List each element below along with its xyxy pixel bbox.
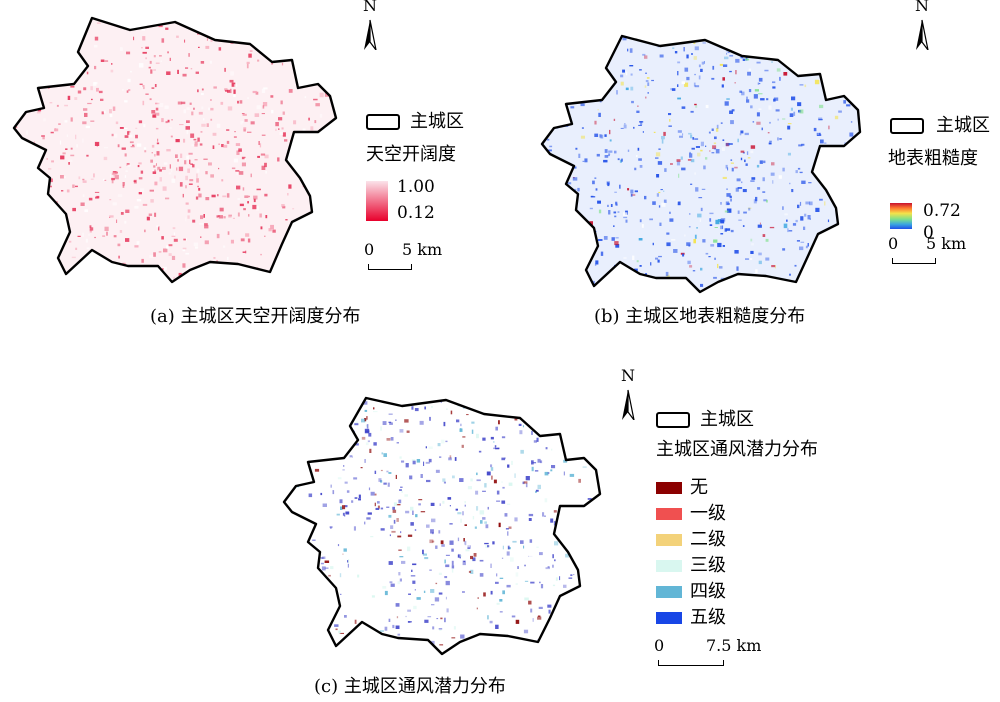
north-arrow-c: N (618, 368, 640, 420)
class-label: 三级 (690, 555, 726, 576)
north-label: N (621, 366, 635, 385)
scale-zero: 0 (654, 636, 665, 655)
value-low-label: 0 (923, 223, 934, 243)
map-b (540, 34, 862, 294)
caption-b: (b) 主城区地表粗糙度分布 (594, 306, 806, 327)
scale-bar-a: 0 5 km (364, 240, 456, 270)
boundary-legend-symbol (656, 412, 690, 428)
class-label: 一级 (690, 503, 726, 524)
legend-title: 天空开阔度 (366, 144, 456, 165)
boundary-legend-label: 主城区 (700, 409, 754, 430)
scale-end: 7.5 km (706, 636, 762, 655)
scale-bar-line (892, 258, 936, 264)
north-arrow-b: N (912, 0, 934, 50)
scale-bar-b: 0 5 km (888, 234, 980, 264)
map-c (282, 396, 602, 656)
panel-c: N 主城区 主城区通风潜力分布 无一级二级三级四级五级 0 7.5 km (c)… (270, 368, 1000, 702)
value-low-label: 0.12 (397, 203, 435, 223)
panel-a: N 主城区 天空开阔度 1.00 0.12 0 5 km (a) 主城区天空开阔… (0, 0, 500, 340)
scale-bar-c: 0 7.5 km (654, 636, 796, 666)
boundary-legend-symbol (890, 118, 924, 134)
class-label: 二级 (690, 529, 726, 550)
map-a (12, 16, 338, 284)
class-swatch (656, 560, 682, 572)
north-label: N (915, 0, 929, 15)
panel-b: N 主城区 地表粗糙度 0.72 0 0 5 km (b) 主城区地表粗糙度分布 (530, 0, 1000, 340)
class-swatch (656, 508, 682, 520)
scale-end: 5 km (402, 240, 443, 259)
class-swatch (656, 482, 682, 494)
class-label: 无 (690, 477, 708, 498)
scale-end: 5 km (926, 234, 967, 253)
scale-bar-line (658, 660, 724, 666)
class-label: 五级 (690, 607, 726, 628)
north-arrow-icon (622, 389, 635, 420)
north-arrow-icon (364, 19, 377, 50)
color-ramp (366, 181, 388, 221)
caption-a: (a) 主城区天空开阔度分布 (150, 306, 361, 327)
legend-title: 主城区通风潜力分布 (656, 439, 818, 460)
boundary-legend-label: 主城区 (410, 111, 464, 132)
scale-zero: 0 (888, 234, 899, 253)
north-arrow-icon (916, 19, 929, 50)
scale-zero: 0 (364, 240, 375, 259)
scale-bar-line (368, 264, 412, 270)
value-high-label: 0.72 (923, 201, 961, 221)
ventilation-potential-raster (284, 398, 600, 654)
caption-c: (c) 主城区通风潜力分布 (314, 676, 506, 697)
color-ramp (890, 203, 912, 229)
boundary-legend-label: 主城区 (936, 115, 990, 136)
class-swatch (656, 586, 682, 598)
class-label: 四级 (690, 581, 726, 602)
value-high-label: 1.00 (397, 177, 435, 197)
boundary-legend-symbol (366, 114, 400, 130)
legend-title: 地表粗糙度 (888, 148, 978, 169)
north-label: N (363, 0, 377, 15)
north-arrow-a: N (360, 0, 382, 50)
class-swatch (656, 534, 682, 546)
class-swatch (656, 612, 682, 624)
